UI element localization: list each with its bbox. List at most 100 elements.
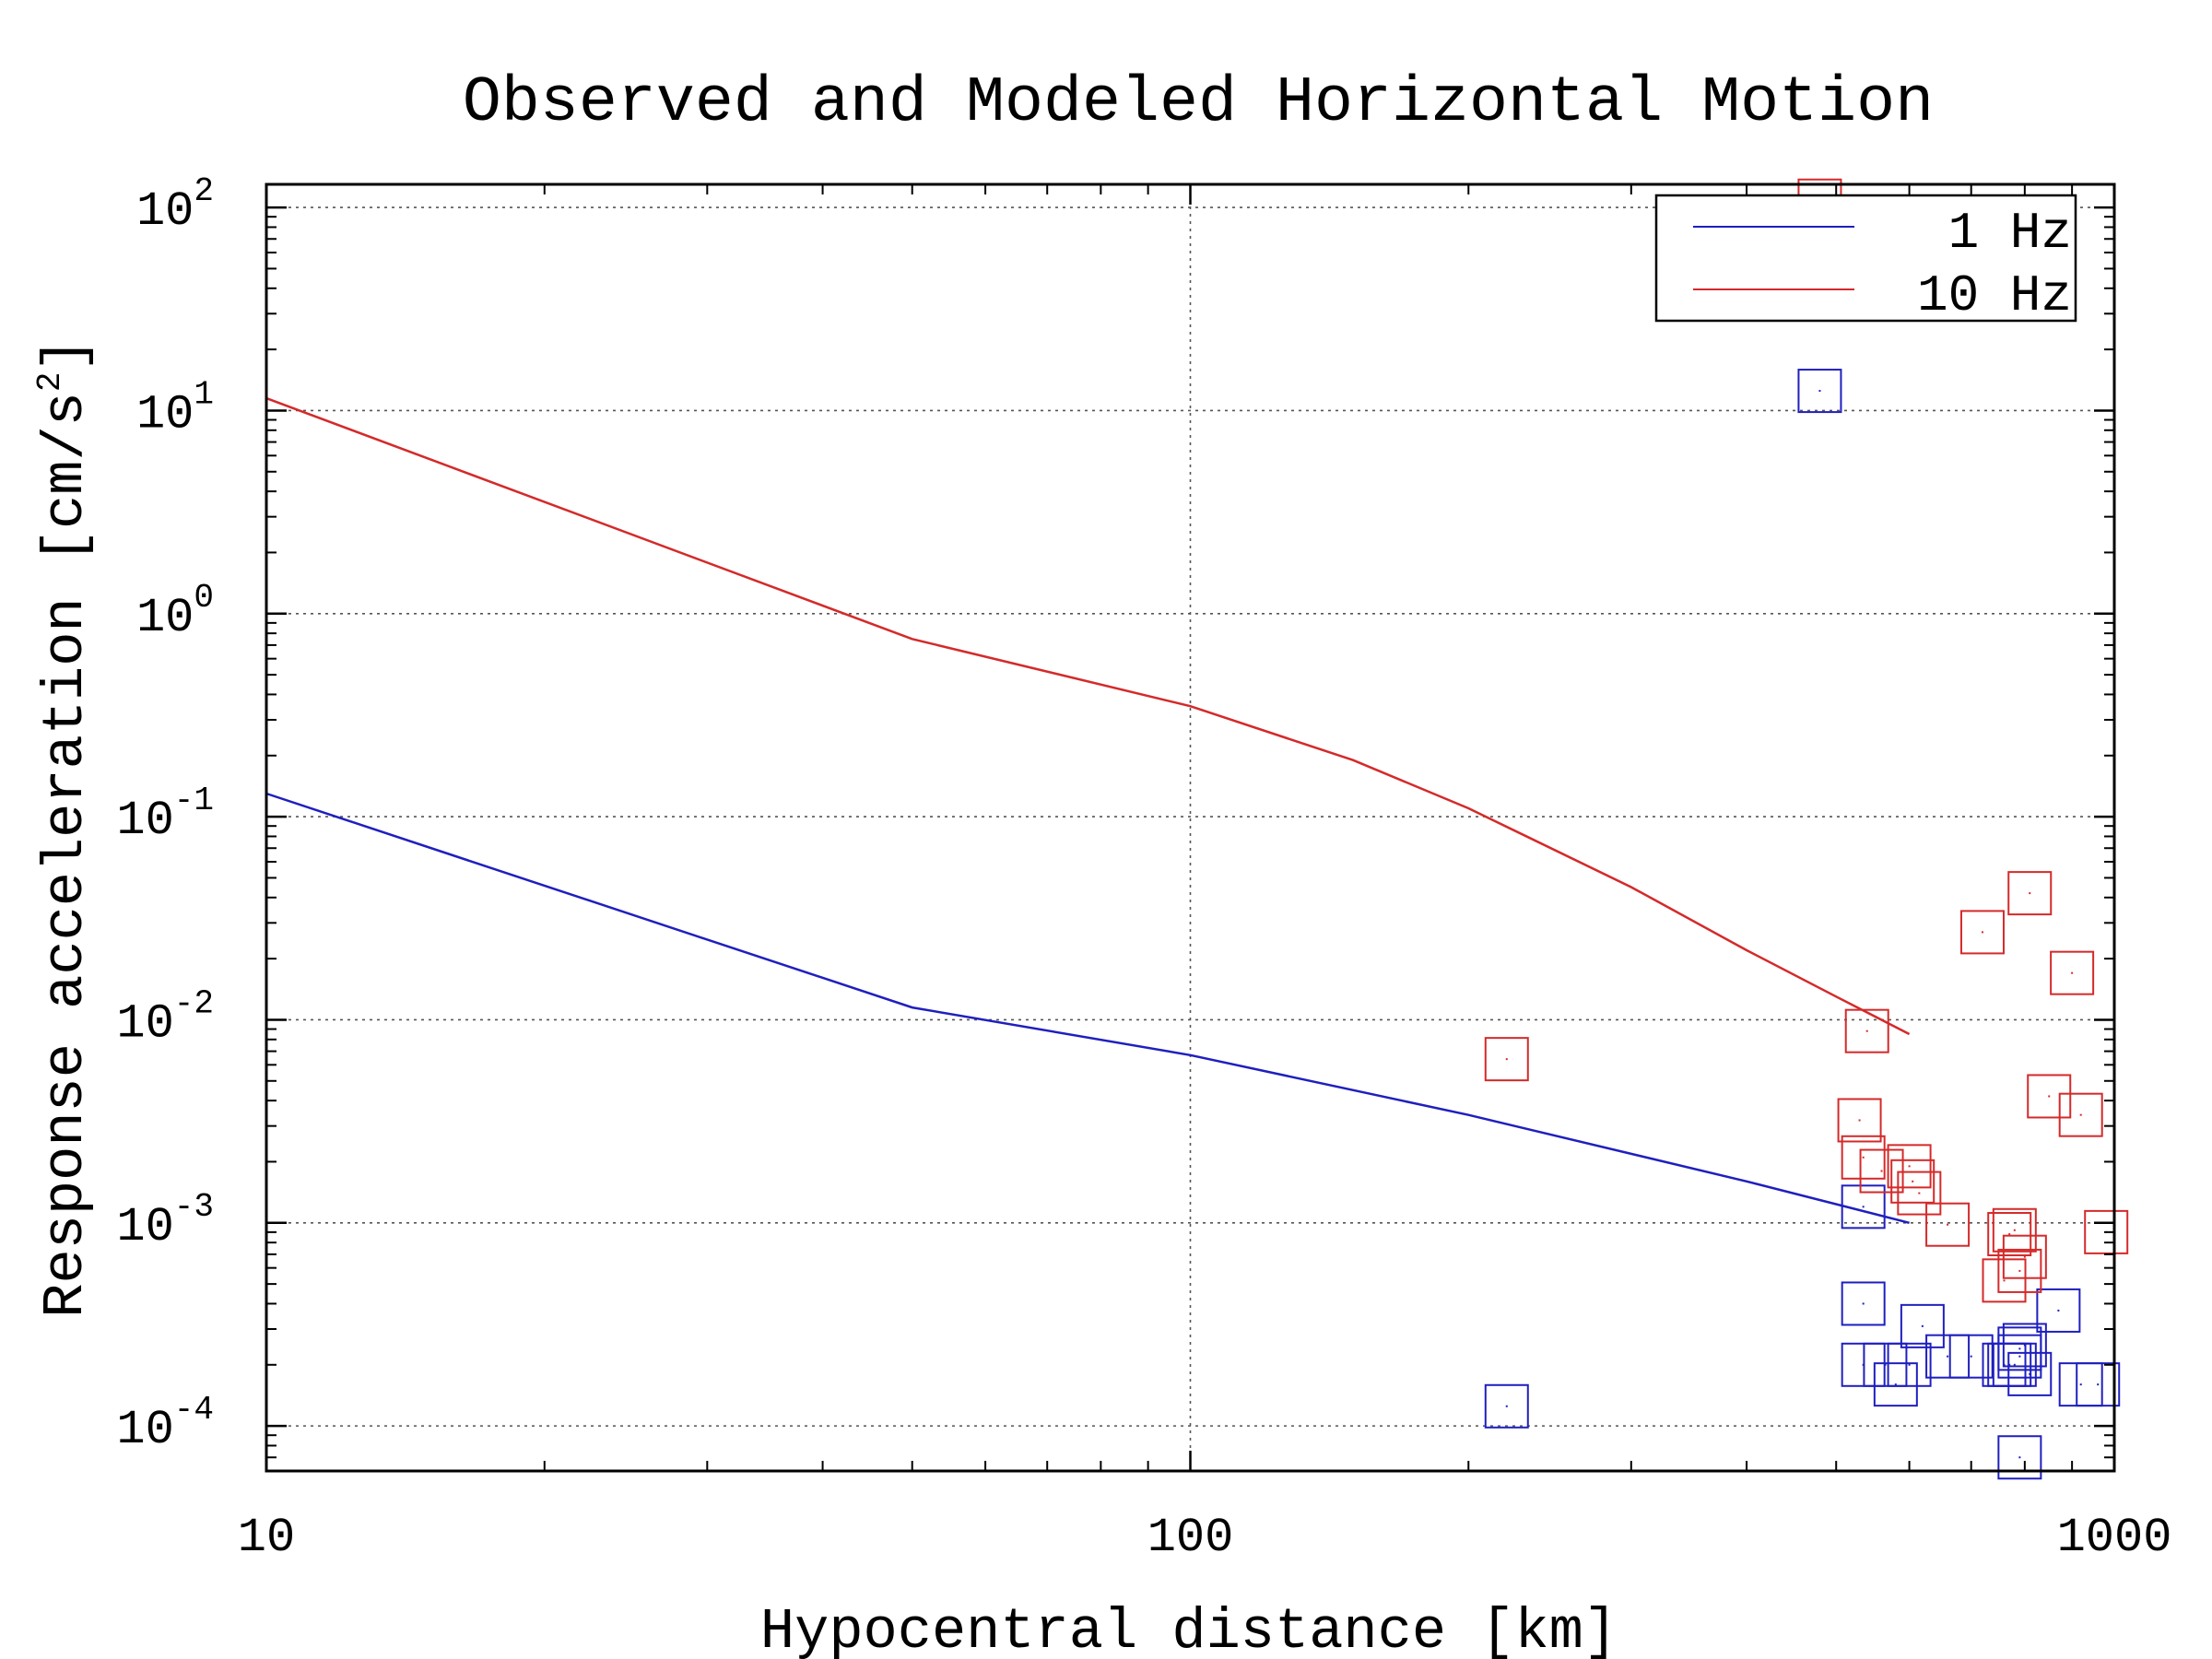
data-point-1hz [2076,1362,2121,1407]
data-point-center-1hz [1970,1355,1972,1358]
data-point-10hz [1887,1144,1932,1189]
data-point-1hz [1948,1334,1994,1379]
data-point-center-1hz [1921,1324,1924,1327]
x-axis-label: Hypocentral distance [km] [760,1599,1618,1659]
data-point-center-10hz [2048,1095,2051,1098]
y-axis-label-superscript: 2 [31,372,69,393]
data-point-center-10hz [1918,1192,1921,1194]
y-tick-label-exponent: -2 [174,984,214,1022]
data-point-center-10hz [2029,892,2031,895]
x-tick-label: 100 [1147,1511,1234,1565]
data-point-center-1hz [2097,1383,2100,1386]
chart-title: Observed and Modeled Horizontal Motion [463,67,1934,140]
data-point-1hz [1841,1184,1886,1230]
data-point-10hz [2027,1074,2072,1119]
y-axis-label-main: Response acceleration [cm/s [33,392,99,1318]
y-tick-label-base: 10 [136,184,194,239]
data-point-center-10hz [2008,1233,2011,1236]
data-point-1hz [2002,1323,2047,1368]
data-point-10hz [1841,1135,1886,1180]
y-tick-label: 10-3 [116,1188,214,1254]
y-tick-label-base: 10 [116,1403,173,1457]
data-point-center-1hz [2079,1383,2082,1386]
data-point-center-1hz [1908,1363,1911,1366]
data-point-center-1hz [1818,390,1821,393]
data-point-10hz [1859,1148,1904,1194]
data-point-1hz [1887,1342,1932,1387]
axis-ticks [265,184,2116,1472]
data-point-10hz [2007,871,2053,916]
data-point-10hz [1959,910,2005,955]
y-tick-label: 102 [136,172,214,239]
series-line-10hz [265,396,1911,1036]
data-point-center-10hz [2018,1269,2021,1272]
y-tick-label: 10-4 [116,1391,214,1457]
data-point-10hz [1992,1207,2037,1253]
data-point-1hz [1925,1334,1971,1379]
data-point-center-1hz [1505,1405,1508,1407]
data-point-1hz [2007,1351,2053,1396]
data-point-10hz [1997,1248,2042,1293]
data-point-1hz [2036,1288,2081,1333]
data-point-center-10hz [2023,1255,2026,1258]
y-tick-label: 100 [136,579,214,645]
data-point-center-10hz [1858,1119,1861,1122]
data-point-center-10hz [1912,1180,1914,1182]
data-point-10hz [2058,1092,2103,1137]
data-point-center-1hz [1894,1383,1897,1386]
data-point-10hz [1925,1202,1971,1247]
y-tick-label-base: 10 [116,996,173,1051]
series-line-1hz [265,792,1910,1225]
data-point-1hz [1873,1362,1918,1407]
y-tick-label-base: 10 [116,794,173,848]
data-point-10hz [1890,1159,1936,1204]
series-lines [265,396,1911,1225]
data-point-10hz [1837,1098,1882,1143]
data-point-center-10hz [2079,1113,2082,1116]
data-point-center-1hz [1862,1206,1865,1208]
data-point-center-10hz [2003,1279,2006,1282]
y-tick-label-exponent: 2 [194,172,214,210]
y-tick-label-exponent: 1 [194,375,214,413]
legend-label-1hz: 1 Hz [1948,204,2072,263]
data-point-center-1hz [2018,1347,2021,1350]
y-tick-label: 10-1 [116,782,214,848]
data-point-center-1hz [2013,1363,2016,1366]
data-point-center-1hz [2057,1309,2060,1312]
data-point-1hz [1997,1326,2042,1371]
data-point-center-1hz [2018,1355,2021,1358]
data-point-10hz [1844,1008,1889,1053]
legend: 1 Hz 10 Hz [1654,194,2077,325]
y-tick-label: 101 [136,375,214,441]
y-axis-label: Response acceleration [cm/s2] [31,337,99,1317]
data-point-10hz [2050,950,2095,995]
y-tick-label-base: 10 [136,387,194,441]
data-point-center-10hz [1505,1058,1508,1061]
data-point-center-10hz [2071,971,2074,974]
data-point-10hz [1484,1037,1529,1082]
y-tick-label-exponent: -3 [174,1188,214,1226]
y-tick-label-exponent: -1 [174,782,214,819]
legend-label-10hz: 10 Hz [1917,266,2072,325]
y-tick-label-exponent: -4 [174,1391,214,1429]
y-tick-label-base: 10 [116,1200,173,1254]
data-point-center-1hz [1947,1355,1949,1358]
data-point-1hz [1797,369,1842,414]
data-point-center-1hz [2023,1344,2026,1347]
y-tick-label: 10-2 [116,984,214,1051]
series-points [1484,178,2129,1480]
data-point-1hz [1484,1383,1529,1429]
data-point-10hz [1897,1171,1942,1216]
data-point-10hz [2084,1209,2129,1254]
data-point-1hz [1997,1435,2042,1480]
data-point-center-1hz [1862,1302,1865,1305]
y-tick-label-base: 10 [136,591,194,645]
data-point-1hz [1863,1342,1908,1387]
data-point-center-10hz [1947,1223,1949,1226]
data-point-center-10hz [1880,1170,1883,1172]
data-point-center-1hz [2029,1372,2031,1375]
x-tick-label: 1000 [2057,1511,2172,1565]
data-point-1hz [1841,1281,1886,1326]
